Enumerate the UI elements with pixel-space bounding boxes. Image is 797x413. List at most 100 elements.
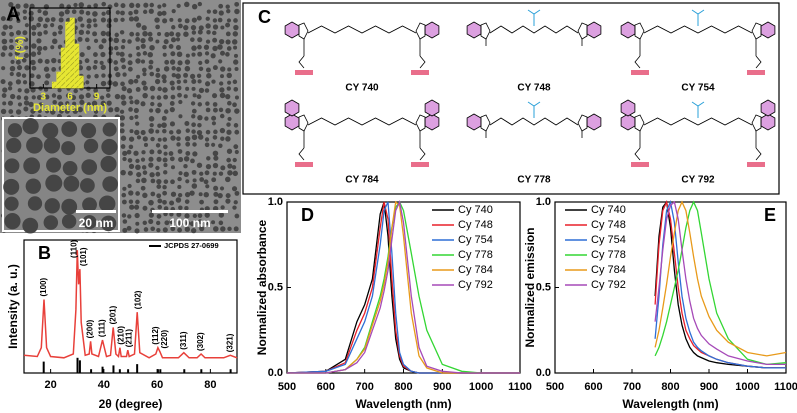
nanoparticle xyxy=(199,177,205,182)
nanoparticle xyxy=(142,136,148,142)
chain xyxy=(419,147,426,161)
nanoparticle xyxy=(134,228,140,234)
nanoparticle xyxy=(120,3,126,9)
nanoparticle-zoom xyxy=(22,118,39,135)
compound-name: CY 792 xyxy=(681,175,715,186)
nanoparticle xyxy=(197,1,203,7)
nanoparticle xyxy=(1,45,8,51)
nanoparticle xyxy=(234,149,239,155)
nanoparticle xyxy=(213,185,219,191)
nanoparticle xyxy=(176,142,181,147)
nanoparticle xyxy=(198,192,203,197)
nanoparticle xyxy=(122,150,128,157)
nanoparticle xyxy=(233,53,239,58)
nanoparticle xyxy=(50,109,56,115)
compound-name: CY 754 xyxy=(681,83,715,94)
nanoparticle-zoom xyxy=(83,138,99,154)
nanoparticle xyxy=(206,156,211,161)
nanoparticle xyxy=(183,24,189,31)
nanoparticle xyxy=(100,100,106,106)
nanoparticle xyxy=(113,60,119,65)
y-tick-label: 0.0 xyxy=(268,367,283,379)
nanoparticle xyxy=(213,199,219,205)
nanoparticle xyxy=(205,16,210,21)
nanoparticle xyxy=(149,71,155,77)
nanoparticle xyxy=(148,199,154,206)
nanoparticle xyxy=(37,31,43,37)
nanoparticle xyxy=(135,58,141,64)
nanoparticle xyxy=(227,116,232,121)
nanoparticle xyxy=(134,129,140,136)
polymethine xyxy=(643,25,753,34)
ring xyxy=(751,22,762,40)
nanoparticle xyxy=(226,46,232,51)
polymethine xyxy=(307,25,417,34)
nanoparticle xyxy=(170,179,175,185)
nanoparticle xyxy=(44,94,50,100)
nanoparticle xyxy=(168,44,174,49)
nanoparticle xyxy=(184,18,190,24)
nanoparticle xyxy=(43,30,48,35)
nanoparticle xyxy=(120,94,126,100)
nanoparticle xyxy=(56,94,62,100)
peak-label: (100) xyxy=(39,278,48,297)
nanoparticle xyxy=(218,143,223,148)
nanoparticle xyxy=(191,52,196,57)
nanoparticle xyxy=(197,79,202,84)
nanoparticle xyxy=(135,164,141,171)
nanoparticle xyxy=(93,23,98,28)
x-tick-label: 700 xyxy=(623,381,641,393)
nanoparticle xyxy=(148,162,154,168)
nanoparticle xyxy=(141,177,147,184)
nanoparticle xyxy=(108,46,114,52)
nanoparticle xyxy=(157,102,163,108)
nanoparticle xyxy=(79,9,85,15)
nanoparticle xyxy=(157,11,163,17)
nanoparticle xyxy=(9,38,14,43)
nanoparticle xyxy=(127,66,133,72)
nanoparticle xyxy=(120,10,125,16)
nanoparticle xyxy=(143,227,149,232)
nanoparticle xyxy=(213,155,219,161)
nanoparticle xyxy=(141,165,147,170)
sulfonate xyxy=(631,70,649,75)
nanoparticle xyxy=(93,38,99,44)
nanoparticle xyxy=(233,45,238,50)
nanoparticle xyxy=(205,184,210,189)
nanoparticle xyxy=(37,16,43,22)
compound-name: CY 784 xyxy=(345,175,379,186)
nanoparticle xyxy=(133,107,139,114)
nanoparticle xyxy=(148,59,154,65)
nanoparticle xyxy=(162,184,167,190)
nanoparticle xyxy=(184,206,189,211)
nanoparticle xyxy=(232,31,239,37)
nanoparticle xyxy=(232,79,238,85)
chain xyxy=(755,147,762,161)
nanoparticle xyxy=(113,2,119,8)
nanoparticle xyxy=(162,52,167,57)
nanoparticle xyxy=(93,88,98,93)
panel-label: A xyxy=(6,3,20,25)
nanoparticle xyxy=(225,94,231,100)
nanoparticle xyxy=(140,101,146,107)
nanoparticle xyxy=(22,9,27,14)
nanoparticle xyxy=(155,143,161,148)
nanoparticle xyxy=(15,11,21,17)
nanoparticle xyxy=(212,65,218,71)
x-axis-label: Wavelength (nm) xyxy=(622,397,718,411)
nanoparticle xyxy=(205,220,211,226)
nanoparticle xyxy=(135,3,141,8)
nanoparticle xyxy=(17,102,23,107)
nanoparticle xyxy=(136,171,142,178)
scale-bar-label: 20 nm xyxy=(79,216,114,230)
panel-label: E xyxy=(764,205,776,225)
nanoparticle xyxy=(184,59,191,65)
nanoparticle xyxy=(29,73,35,79)
nanoparticle xyxy=(80,23,85,28)
nanoparticle xyxy=(226,72,232,79)
sulfonate xyxy=(747,162,765,167)
nanoparticle xyxy=(220,205,225,210)
nanoparticle xyxy=(93,3,99,8)
nanoparticle xyxy=(170,165,176,170)
x-tick-label: 1000 xyxy=(469,381,493,393)
